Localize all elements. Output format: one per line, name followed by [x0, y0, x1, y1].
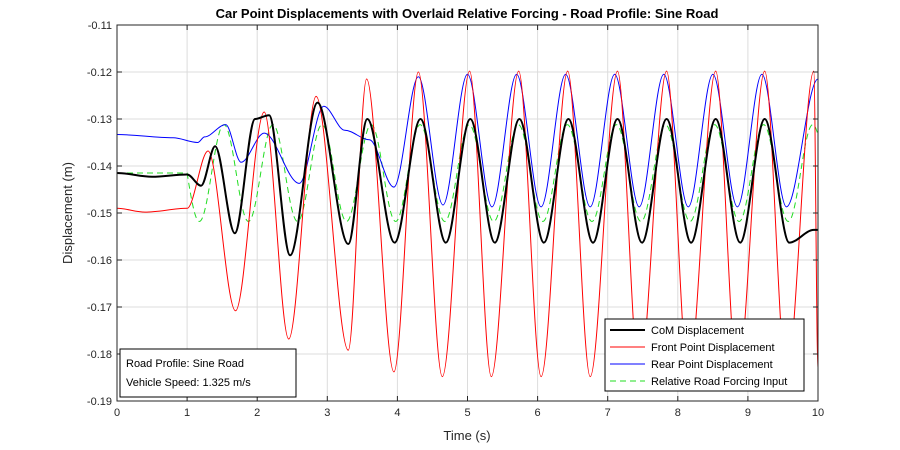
x-tick-label: 0: [114, 407, 120, 419]
info-road-profile: Road Profile: Sine Road: [126, 358, 244, 370]
series-line-0: [116, 101, 818, 257]
x-tick-label: 6: [535, 407, 541, 419]
info-box: Road Profile: Sine Road Vehicle Speed: 1…: [119, 348, 297, 398]
y-tick-label: -0.15: [87, 208, 112, 220]
y-tick-label: -0.12: [87, 67, 112, 79]
series-line-3: [117, 124, 819, 222]
x-tick-label: 1: [184, 407, 190, 419]
legend-label: Relative Road Forcing Input: [651, 376, 787, 388]
legend: CoM Displacement Front Point Displacement…: [604, 318, 805, 392]
y-tick-label: -0.11: [88, 20, 112, 32]
x-tick-label: 9: [745, 407, 751, 419]
y-tick-label: -0.19: [87, 396, 112, 408]
x-axis-label: Time (s): [443, 428, 490, 443]
plot-lines: [116, 70, 819, 378]
legend-label: CoM Displacement: [651, 325, 744, 337]
chart-title: Car Point Displacements with Overlaid Re…: [216, 6, 719, 21]
legend-label: Rear Point Displacement: [651, 359, 773, 371]
axis-ticks: 0 1 2 3 4 5 6 7 8 9 10 -0.11 -0.12 -0.13 -0.14 -0.15 -0.…: [87, 20, 824, 419]
x-tick-label: 7: [605, 407, 611, 419]
y-tick-label: -0.16: [87, 255, 112, 267]
y-tick-label: -0.18: [87, 349, 112, 361]
info-box-frame: [119, 348, 297, 398]
legend-label: Front Point Displacement: [651, 342, 775, 354]
x-tick-label: 10: [812, 407, 824, 419]
y-axis-label: Displacement (m): [60, 162, 75, 264]
y-tick-label: -0.17: [87, 302, 112, 314]
grid-lines: [117, 25, 818, 401]
info-vehicle-speed: Vehicle Speed: 1.325 m/s: [126, 377, 251, 389]
x-tick-label: 3: [324, 407, 330, 419]
x-tick-label: 5: [464, 407, 470, 419]
y-tick-label: -0.14: [87, 161, 112, 173]
x-tick-label: 4: [394, 407, 400, 419]
series-line-1: [116, 70, 819, 378]
y-tick-label: -0.13: [87, 114, 112, 126]
x-tick-label: 8: [675, 407, 681, 419]
series-line-2: [116, 73, 819, 208]
x-tick-label: 2: [254, 407, 260, 419]
